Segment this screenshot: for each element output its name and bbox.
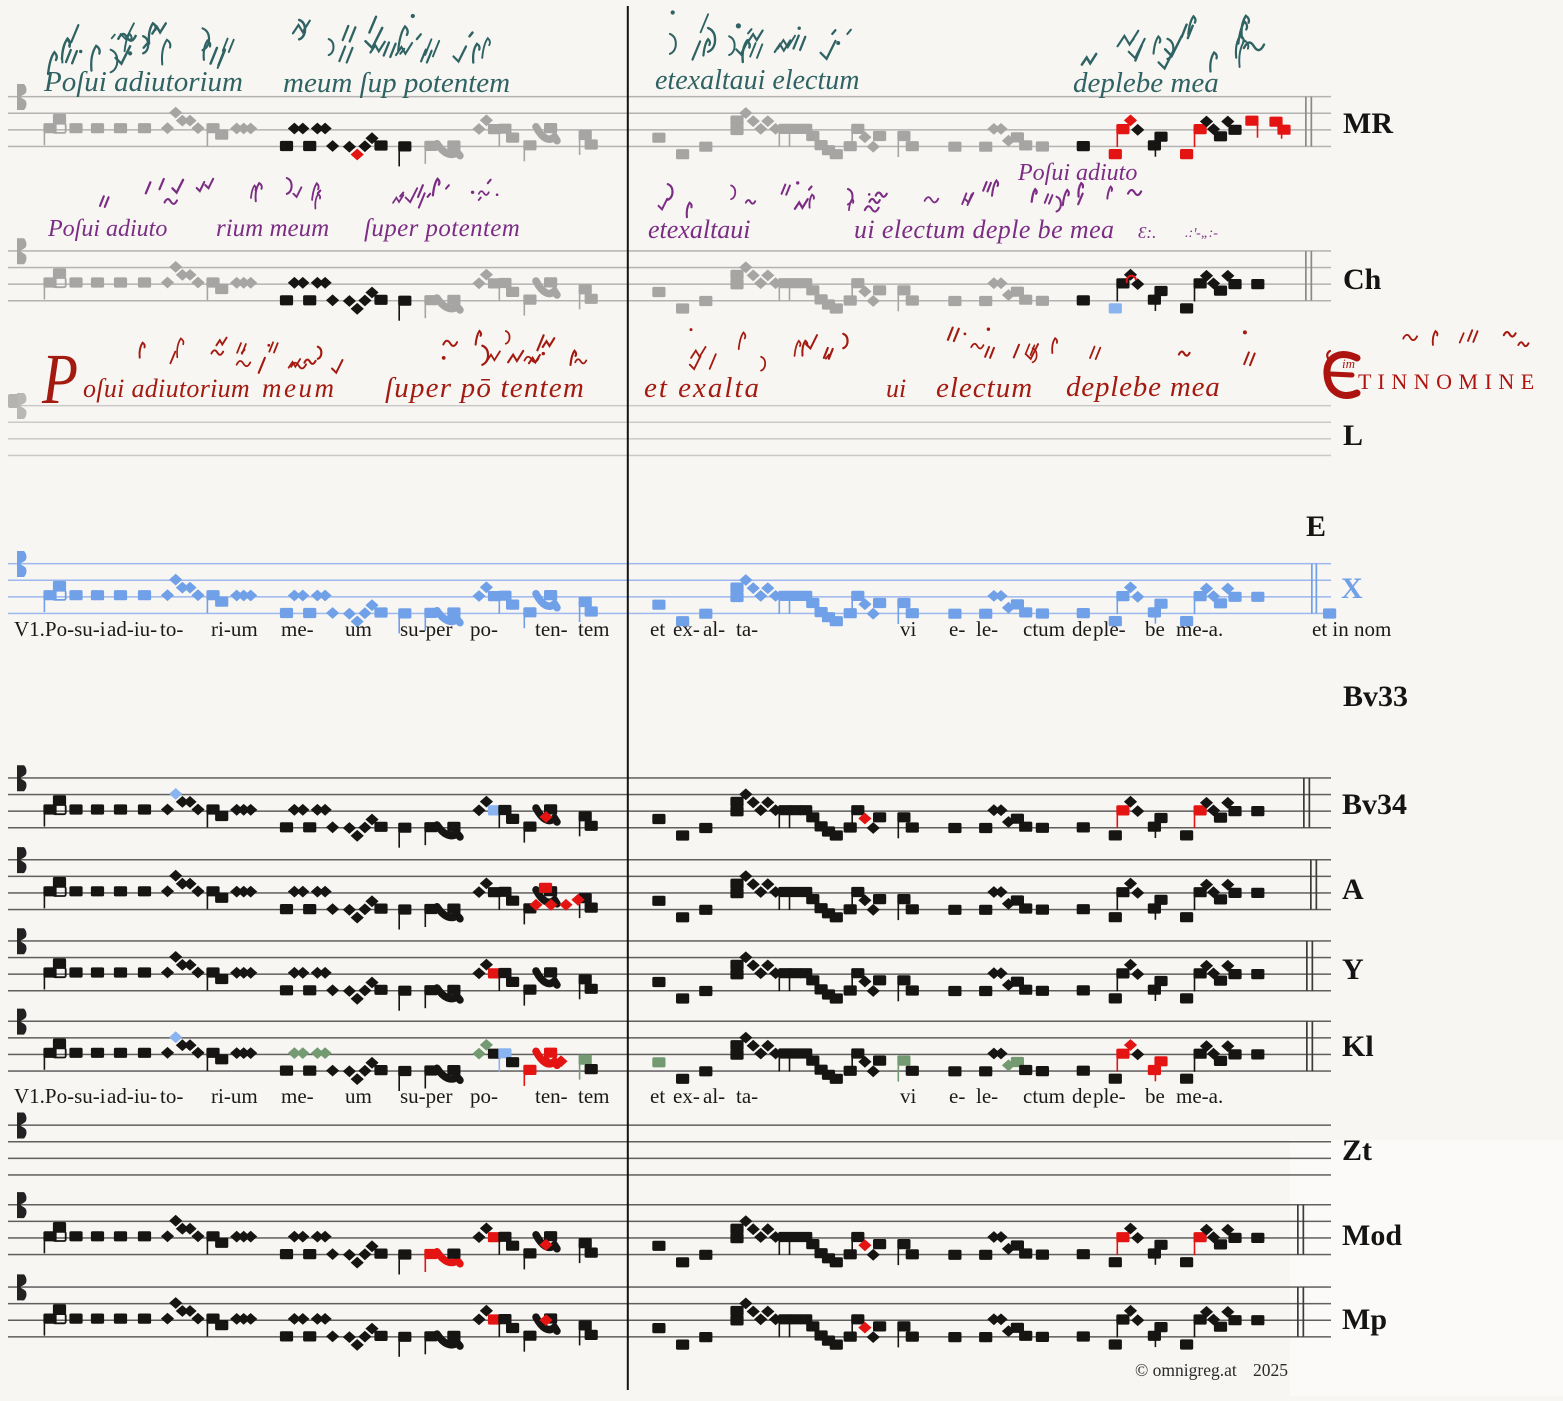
svg-text:de: de [1072, 1084, 1092, 1108]
svg-text:tem: tem [578, 1084, 610, 1108]
svg-text:ſuper potentem: ſuper potentem [364, 215, 520, 242]
svg-text:Poſui adiuto: Poſui adiuto [47, 216, 167, 242]
svg-text:be: be [1145, 1084, 1165, 1108]
svg-text:Y: Y [1342, 953, 1364, 986]
svg-text:to-: to- [160, 617, 183, 641]
svg-text:le-: le- [976, 1084, 998, 1108]
svg-text:ad-iu-: ad-iu- [107, 1084, 157, 1108]
svg-text:po-: po- [470, 617, 498, 641]
svg-text:me-a.: me-a. [1176, 617, 1223, 641]
svg-text:ui: ui [886, 374, 906, 403]
svg-text:V1.Po-su-i: V1.Po-su-i [14, 617, 106, 641]
svg-text:me-: me- [281, 1084, 314, 1108]
svg-text:ple-: ple- [1093, 1084, 1126, 1108]
svg-text:Poſui adiuto: Poſui adiuto [1017, 160, 1137, 186]
svg-text:Ch: Ch [1343, 263, 1382, 296]
svg-text:V1.Po-su-i: V1.Po-su-i [14, 1084, 106, 1108]
svg-text:ta-: ta- [736, 617, 758, 641]
svg-text:Mp: Mp [1342, 1303, 1387, 1336]
svg-text:et: et [650, 617, 665, 641]
svg-text:ta-: ta- [736, 1084, 758, 1108]
svg-text:P: P [41, 339, 78, 419]
svg-text:im: im [1342, 356, 1355, 371]
svg-text:um: um [345, 1084, 372, 1108]
svg-text:Bv33: Bv33 [1343, 680, 1408, 713]
svg-text:me-: me- [281, 617, 314, 641]
svg-text:ad-iu-: ad-iu- [107, 617, 157, 641]
svg-text:2025: 2025 [1253, 1360, 1288, 1380]
svg-text:e-: e- [949, 1084, 965, 1108]
svg-text:MR: MR [1343, 107, 1393, 140]
svg-text:e-: e- [949, 617, 965, 641]
svg-text:meum ſup potentem: meum ſup potentem [283, 67, 510, 99]
svg-text:deplebe mea: deplebe mea [1073, 67, 1219, 99]
svg-text:Kl: Kl [1342, 1030, 1374, 1063]
svg-text:su-per: su-per [400, 617, 452, 641]
svg-text:meum: meum [262, 373, 336, 403]
svg-text:et exalta: et exalta [644, 372, 761, 404]
svg-text:tem: tem [578, 617, 610, 641]
svg-text:electum: electum [936, 372, 1033, 404]
svg-text:ple-: ple- [1093, 617, 1126, 641]
svg-text:su-per: su-per [400, 1084, 452, 1108]
svg-text:Zt: Zt [1342, 1134, 1372, 1167]
svg-text:etexaltaui: etexaltaui [648, 215, 751, 244]
svg-text:L: L [1343, 419, 1363, 452]
svg-text:me-a.: me-a. [1176, 1084, 1223, 1108]
svg-text:rium meum: rium meum [216, 215, 329, 242]
svg-text:ten-: ten- [535, 617, 568, 641]
svg-text:po-: po- [470, 1084, 498, 1108]
svg-text:Mod: Mod [1342, 1219, 1402, 1252]
svg-text:to-: to- [160, 1084, 183, 1108]
svg-text:T I N N O M I N E: T I N N O M I N E [1358, 369, 1535, 394]
svg-text:ctum: ctum [1023, 1084, 1065, 1108]
svg-text:Bv34: Bv34 [1342, 788, 1407, 821]
svg-text:E: E [1306, 510, 1326, 543]
svg-text:ctum: ctum [1023, 617, 1065, 641]
svg-text:Poſui adiutorium: Poſui adiutorium [43, 66, 243, 98]
svg-text:vi: vi [900, 1084, 917, 1108]
svg-text:oſui adiutorium: oſui adiutorium [83, 374, 250, 403]
svg-text:vi: vi [900, 617, 917, 641]
svg-text:ex-: ex- [673, 1084, 700, 1108]
svg-text:ri-um: ri-um [211, 1084, 258, 1108]
svg-text:© omnigreg.at: © omnigreg.at [1135, 1360, 1237, 1380]
svg-text:et: et [650, 1084, 665, 1108]
svg-text:deplebe mea: deplebe mea [1066, 371, 1221, 403]
svg-text:ri-um: ri-um [211, 617, 258, 641]
svg-text:be: be [1145, 617, 1165, 641]
svg-text:X: X [1341, 572, 1363, 605]
svg-text:ten-: ten- [535, 1084, 568, 1108]
svg-text:um: um [345, 617, 372, 641]
svg-text:de: de [1072, 617, 1092, 641]
svg-text:al-: al- [703, 617, 725, 641]
svg-text:Ɛ:.: Ɛ:. [1138, 223, 1156, 242]
svg-text:ex-: ex- [673, 617, 700, 641]
svg-text:etexaltaui electum: etexaltaui electum [655, 65, 859, 96]
svg-text:A: A [1342, 873, 1364, 906]
svg-text:le-: le- [976, 617, 998, 641]
svg-text:ui electum deple be mea: ui electum deple be mea [854, 215, 1114, 244]
svg-text:et in nom: et in nom [1312, 617, 1391, 641]
svg-text:al-: al- [703, 1084, 725, 1108]
svg-text:ſuper pō tentem: ſuper pō tentem [385, 372, 585, 404]
svg-text:.:ꞌ-„:-: .:ꞌ-„:- [1185, 226, 1218, 241]
